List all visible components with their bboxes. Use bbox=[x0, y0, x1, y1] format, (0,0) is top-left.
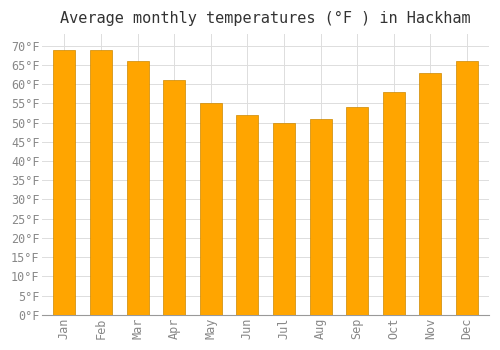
Bar bbox=[126, 61, 148, 315]
Bar bbox=[420, 73, 442, 315]
Bar bbox=[273, 122, 295, 315]
Bar bbox=[163, 80, 185, 315]
Bar bbox=[54, 50, 76, 315]
Bar bbox=[236, 115, 258, 315]
Bar bbox=[90, 50, 112, 315]
Title: Average monthly temperatures (°F ) in Hackham: Average monthly temperatures (°F ) in Ha… bbox=[60, 11, 471, 26]
Bar bbox=[346, 107, 368, 315]
Bar bbox=[456, 61, 478, 315]
Bar bbox=[200, 103, 222, 315]
Bar bbox=[310, 119, 332, 315]
Bar bbox=[383, 92, 404, 315]
